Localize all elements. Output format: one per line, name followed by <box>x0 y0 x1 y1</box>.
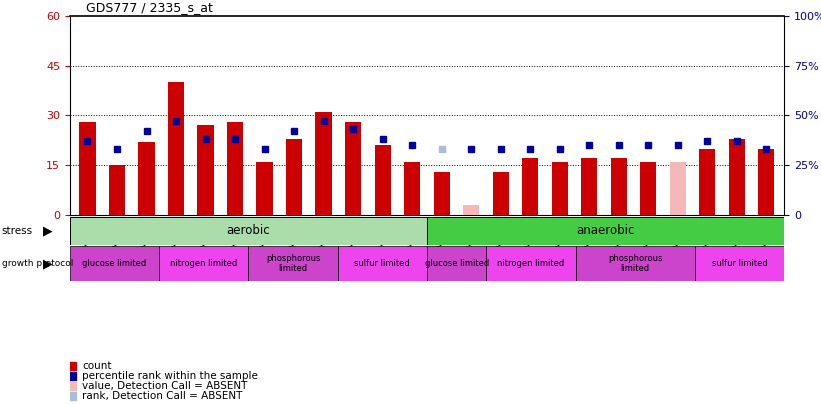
Bar <box>197 125 213 215</box>
Bar <box>699 149 715 215</box>
Bar <box>427 246 487 281</box>
Bar <box>640 162 657 215</box>
Bar <box>139 142 154 215</box>
Bar <box>168 82 184 215</box>
Bar <box>486 246 576 281</box>
Bar <box>695 246 784 281</box>
Text: rank, Detection Call = ABSENT: rank, Detection Call = ABSENT <box>82 391 242 401</box>
Text: glucose limited: glucose limited <box>82 259 147 268</box>
Bar <box>227 122 243 215</box>
Bar <box>522 158 539 215</box>
Bar <box>80 122 95 215</box>
Text: ▶: ▶ <box>43 257 53 270</box>
Bar <box>493 172 509 215</box>
Text: anaerobic: anaerobic <box>576 224 635 237</box>
Bar <box>109 165 125 215</box>
Text: nitrogen limited: nitrogen limited <box>170 259 237 268</box>
Bar <box>611 158 627 215</box>
Bar <box>552 162 568 215</box>
Bar <box>345 122 361 215</box>
Text: sulfur limited: sulfur limited <box>712 259 768 268</box>
Bar <box>463 205 479 215</box>
Text: phosphorous
limited: phosphorous limited <box>608 254 663 273</box>
Text: growth protocol: growth protocol <box>2 259 73 268</box>
Bar <box>729 139 745 215</box>
Text: GDS777 / 2335_s_at: GDS777 / 2335_s_at <box>86 1 213 14</box>
Bar <box>70 246 159 281</box>
Text: aerobic: aerobic <box>227 224 270 237</box>
Text: ▶: ▶ <box>43 224 53 237</box>
Bar <box>759 149 774 215</box>
Bar <box>576 246 695 281</box>
Text: glucose limited: glucose limited <box>424 259 488 268</box>
Bar <box>670 162 686 215</box>
Text: percentile rank within the sample: percentile rank within the sample <box>82 371 258 381</box>
Text: value, Detection Call = ABSENT: value, Detection Call = ABSENT <box>82 381 247 391</box>
Bar <box>70 217 427 245</box>
Bar <box>337 246 427 281</box>
Bar <box>404 162 420 215</box>
Bar <box>248 246 337 281</box>
Text: stress: stress <box>2 226 33 236</box>
Text: sulfur limited: sulfur limited <box>355 259 410 268</box>
Bar <box>159 246 248 281</box>
Bar <box>374 145 391 215</box>
Bar <box>427 217 784 245</box>
Bar <box>581 158 598 215</box>
Text: nitrogen limited: nitrogen limited <box>498 259 565 268</box>
Bar <box>433 172 450 215</box>
Text: count: count <box>82 360 112 371</box>
Bar <box>256 162 273 215</box>
Text: phosphorous
limited: phosphorous limited <box>266 254 320 273</box>
Bar <box>286 139 302 215</box>
Bar <box>315 112 332 215</box>
